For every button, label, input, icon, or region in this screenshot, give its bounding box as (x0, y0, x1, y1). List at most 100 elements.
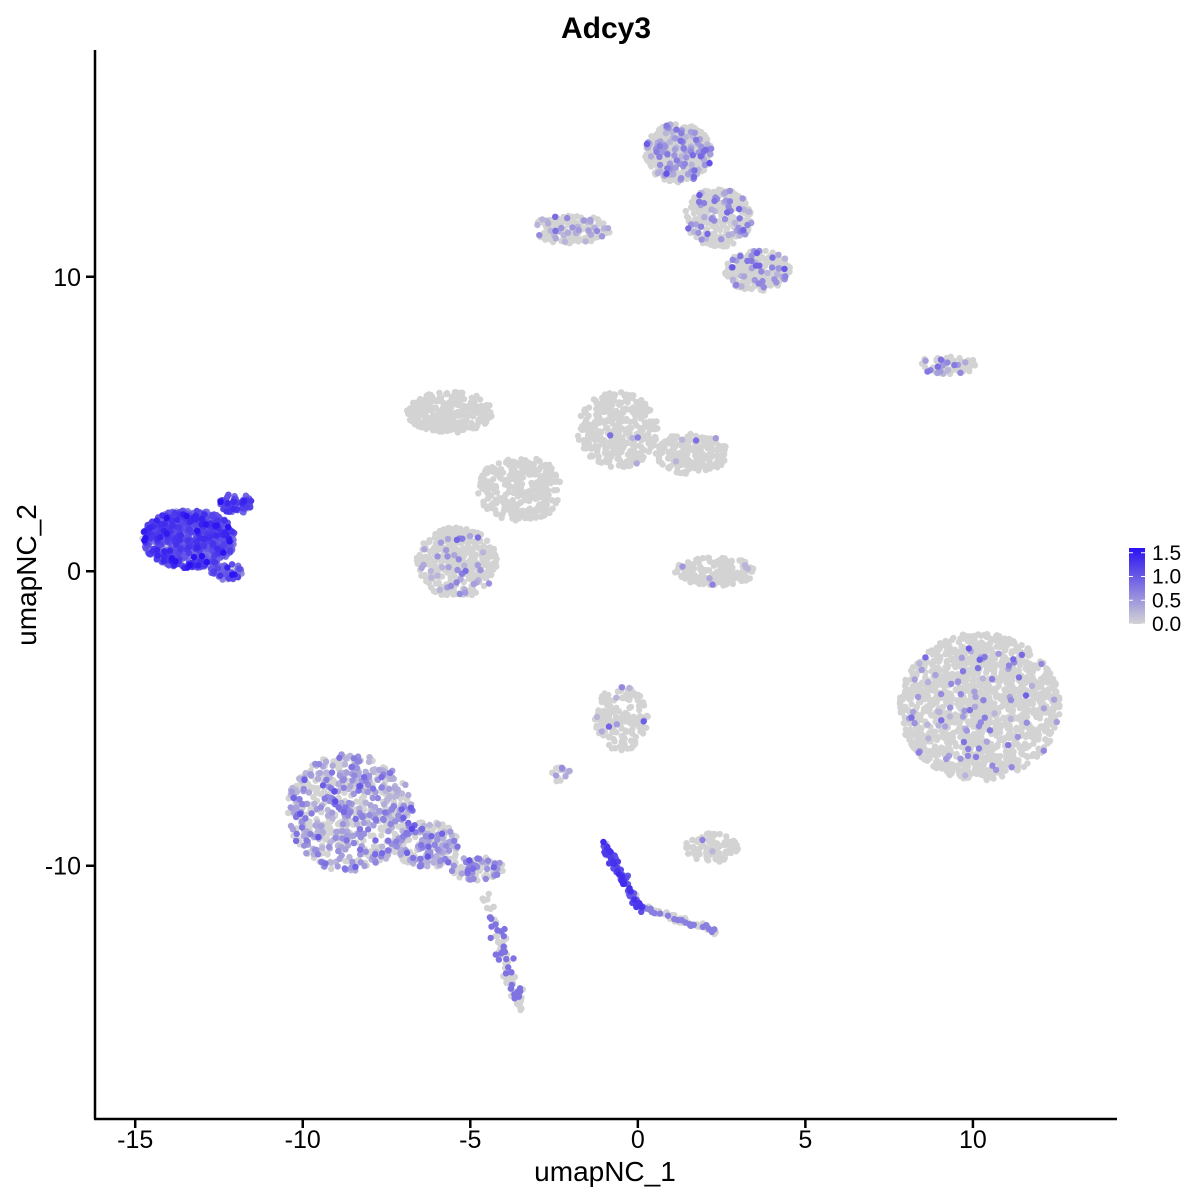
data-point (980, 644, 988, 651)
data-point (1051, 713, 1059, 720)
data-point (636, 442, 643, 449)
data-point (1023, 731, 1030, 739)
data-point (313, 789, 321, 796)
data-point (939, 673, 946, 681)
data-point (459, 426, 467, 433)
data-point (425, 554, 433, 561)
data-point (710, 830, 717, 838)
data-point (932, 760, 939, 768)
data-point (483, 561, 490, 568)
data-point (443, 528, 450, 535)
data-point (653, 418, 660, 425)
data-point (1016, 662, 1023, 669)
data-point (527, 460, 535, 468)
data-point (607, 705, 614, 713)
data-point (703, 844, 711, 852)
data-point (529, 471, 537, 478)
data-point (903, 679, 910, 687)
data-point (1016, 704, 1024, 712)
data-point (693, 855, 700, 863)
data-point (993, 732, 1000, 739)
data-point (636, 700, 644, 707)
data-point (953, 750, 960, 758)
data-point (677, 449, 684, 456)
data-point (306, 783, 314, 790)
data-point (543, 502, 550, 509)
data-point (936, 645, 943, 652)
data-point (683, 213, 691, 220)
data-point (1045, 686, 1052, 694)
data-point (703, 853, 710, 860)
data-point (1005, 732, 1012, 739)
data-point (631, 449, 639, 456)
data-point (690, 445, 697, 452)
data-point (553, 497, 560, 505)
data-point (908, 741, 915, 748)
data-point (918, 687, 925, 694)
data-point (630, 713, 637, 720)
data-point (693, 459, 700, 466)
data-point (1007, 726, 1014, 734)
data-point (905, 729, 912, 736)
data-point (968, 659, 975, 667)
data-point (589, 422, 596, 430)
data-point (912, 730, 919, 737)
data-point (673, 568, 681, 575)
data-point (975, 737, 982, 744)
data-point (623, 693, 630, 700)
data-point (613, 729, 620, 736)
data-point (971, 730, 978, 738)
data-point (955, 649, 962, 657)
data-point (604, 424, 611, 431)
data-point (907, 692, 915, 699)
data-point (1020, 678, 1028, 686)
data-point (464, 544, 471, 551)
data-point (994, 636, 1001, 643)
data-point (1025, 660, 1032, 667)
data-point (595, 400, 603, 408)
data-point (627, 703, 635, 711)
data-point (615, 462, 623, 469)
data-point (978, 753, 985, 761)
data-point (435, 545, 442, 552)
data-point (514, 479, 521, 486)
data-point (594, 216, 601, 223)
data-point (969, 665, 976, 673)
data-point (1036, 691, 1043, 699)
data-point (499, 510, 506, 518)
data-point (489, 563, 496, 570)
data-point (973, 647, 980, 654)
data-point (995, 727, 1003, 734)
data-point (971, 362, 978, 369)
data-point (902, 687, 909, 694)
data-point (942, 695, 949, 702)
data-point (637, 728, 644, 735)
data-point (328, 865, 335, 873)
data-point (942, 637, 949, 645)
data-point (456, 391, 463, 398)
data-point (512, 459, 519, 466)
data-point (596, 409, 603, 416)
data-point (460, 395, 468, 403)
data-point (391, 848, 399, 856)
data-point (608, 406, 615, 413)
data-point (585, 412, 592, 419)
data-point (628, 727, 635, 734)
data-point (1036, 715, 1044, 722)
data-point (462, 419, 469, 426)
data-point (930, 679, 937, 687)
data-point (609, 420, 616, 427)
data-point (624, 397, 631, 405)
data-point (451, 421, 458, 428)
data-point (958, 673, 965, 680)
data-point (1049, 675, 1057, 683)
data-point (458, 403, 465, 410)
data-point (433, 427, 440, 434)
data-point (682, 470, 689, 477)
data-point (1013, 724, 1020, 731)
data-point (618, 448, 625, 456)
data-point (420, 418, 428, 425)
data-point (526, 505, 533, 512)
data-point (519, 466, 526, 474)
data-point (655, 458, 663, 465)
